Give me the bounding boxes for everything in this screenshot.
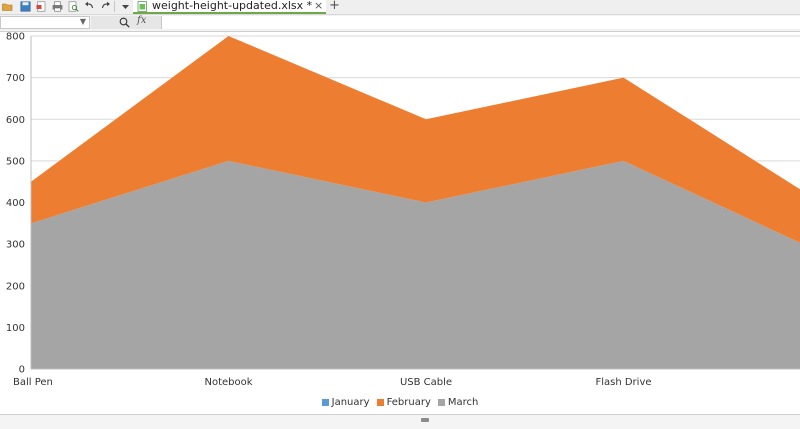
legend-swatch (321, 398, 329, 406)
sheet-splitter[interactable] (0, 414, 800, 429)
x-tick-label: Flash Drive (595, 377, 651, 388)
x-tick-label: Ball Pen (13, 377, 53, 388)
y-tick-label: 800 (6, 32, 25, 43)
spreadsheet-file-icon (137, 1, 147, 12)
toolbar: weight-height-updated.xlsx * × + (0, 0, 800, 15)
y-tick-label: 100 (6, 323, 25, 334)
y-tick-label: 400 (6, 198, 25, 209)
y-tick-label: 500 (6, 156, 25, 167)
splitter-handle-icon[interactable] (421, 418, 429, 422)
chevron-down-icon[interactable]: ▼ (79, 17, 86, 26)
export-icon[interactable] (36, 1, 47, 12)
undo-icon[interactable] (84, 1, 95, 12)
area-series-march (31, 160, 800, 369)
y-tick-label: 0 (19, 365, 25, 376)
close-tab-icon[interactable]: × (314, 0, 324, 12)
formula-tools (91, 16, 161, 29)
legend-swatch (376, 398, 384, 406)
name-box[interactable]: ▼ (0, 16, 90, 29)
area-series-february (31, 36, 800, 243)
document-tab[interactable]: weight-height-updated.xlsx * × (133, 0, 326, 14)
redo-icon[interactable] (100, 1, 111, 12)
print-preview-icon[interactable] (68, 1, 79, 12)
chart-canvas: 0 100 200 300 400 500 600 700 800 Ball Pen Noteboo… (6, 32, 800, 388)
save-icon[interactable] (20, 1, 31, 12)
legend-label: February (386, 396, 431, 408)
legend-item-february: February (376, 396, 431, 408)
legend-swatch (437, 398, 445, 406)
y-tick-label: 700 (6, 73, 25, 84)
tab-title: weight-height-updated.xlsx * (152, 0, 313, 12)
x-tick-label: USB Cable (400, 377, 452, 388)
print-icon[interactable] (52, 1, 63, 12)
legend-item-march: March (437, 396, 479, 408)
legend-label: March (447, 396, 479, 408)
fx-icon[interactable]: fx (137, 15, 147, 26)
y-tick-label: 600 (6, 115, 25, 126)
y-tick-label: 300 (6, 240, 25, 251)
x-tick-label: Notebook (204, 377, 252, 388)
legend-item-january: January (321, 396, 370, 408)
open-folder-icon[interactable] (2, 1, 13, 12)
add-tab-icon[interactable]: + (329, 0, 340, 13)
chart-legend: January February March (0, 395, 800, 409)
legend-label: January (331, 396, 370, 408)
formula-input[interactable] (161, 16, 800, 29)
toolbar-separator (114, 1, 115, 12)
formula-bar: ▼ fx (0, 15, 800, 32)
dropdown-icon[interactable] (120, 1, 131, 12)
function-wizard-icon[interactable] (119, 17, 130, 28)
area-chart[interactable]: 0 100 200 300 400 500 600 700 800 Ball Pen Noteboo… (0, 32, 800, 414)
y-tick-label: 200 (6, 281, 25, 292)
